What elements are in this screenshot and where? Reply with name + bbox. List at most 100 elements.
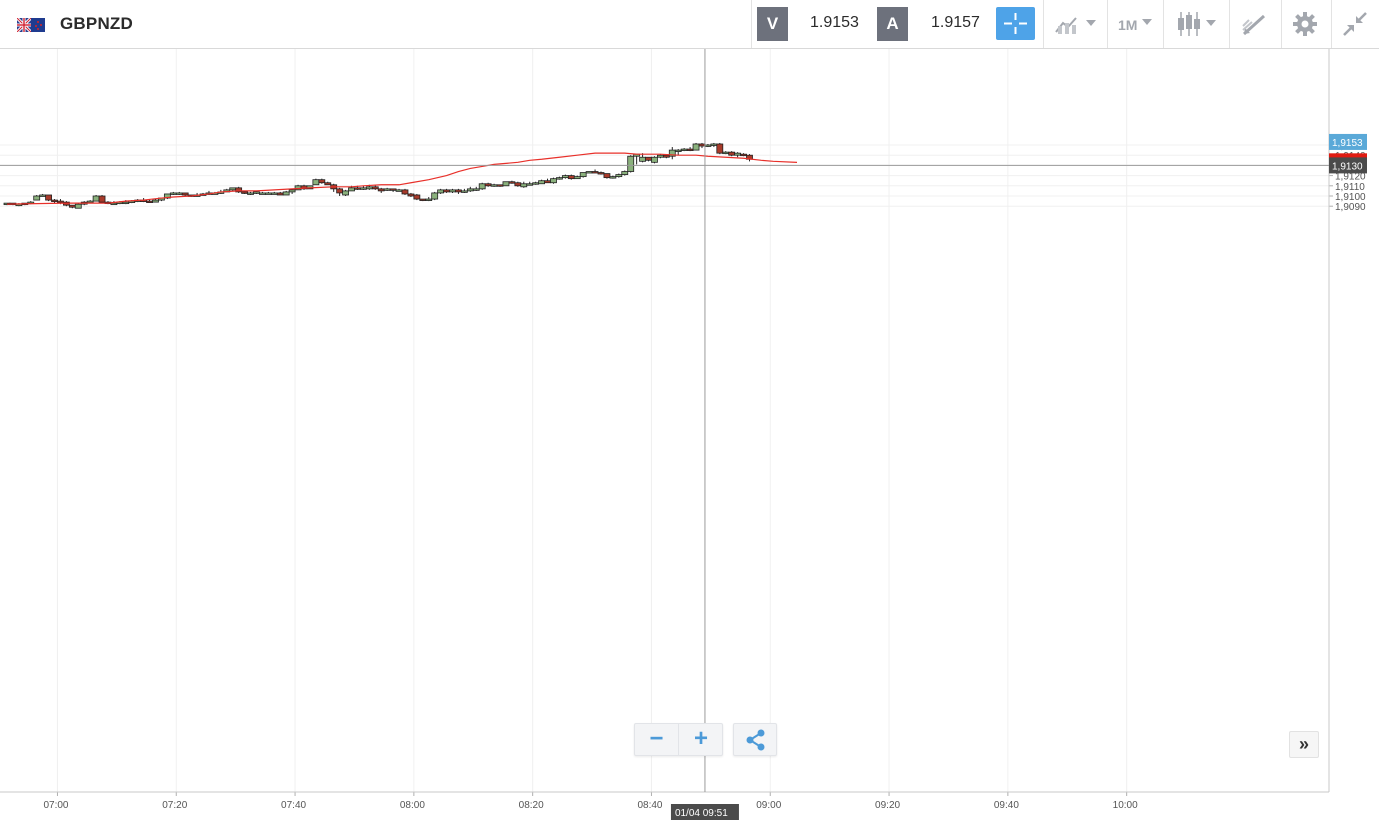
candle-up[interactable]: [259, 192, 266, 195]
candle-up[interactable]: [734, 152, 742, 156]
candle-down[interactable]: [354, 187, 361, 190]
candle-up[interactable]: [270, 192, 278, 195]
candle-up[interactable]: [247, 192, 254, 195]
candle-up[interactable]: [431, 192, 439, 200]
candle-up[interactable]: [692, 143, 700, 151]
candle-up[interactable]: [437, 189, 445, 194]
candle-down[interactable]: [597, 172, 605, 175]
candle-up[interactable]: [668, 149, 676, 157]
candle-up[interactable]: [253, 191, 260, 194]
candle-up[interactable]: [657, 154, 664, 158]
sell-price[interactable]: 1.9153: [810, 14, 859, 31]
candle-down[interactable]: [603, 173, 611, 179]
candle-down[interactable]: [68, 204, 76, 208]
candle-up[interactable]: [674, 149, 682, 152]
candle-down[interactable]: [371, 186, 379, 190]
candle-up[interactable]: [383, 188, 391, 191]
candle-down[interactable]: [740, 153, 747, 157]
candle-down[interactable]: [686, 148, 694, 151]
candle-down[interactable]: [241, 191, 249, 194]
candle-up[interactable]: [264, 192, 272, 195]
drawing-tools-button[interactable]: [1240, 10, 1268, 38]
candle-up[interactable]: [526, 183, 534, 186]
candle-up[interactable]: [520, 183, 528, 188]
candle-up[interactable]: [579, 172, 587, 178]
candle-up[interactable]: [627, 155, 635, 172]
candle-up[interactable]: [33, 195, 41, 201]
candle-up[interactable]: [609, 176, 617, 179]
candle-up[interactable]: [490, 184, 498, 187]
buy-price[interactable]: 1.9157: [931, 14, 980, 31]
candle-down[interactable]: [146, 200, 153, 204]
candle-up[interactable]: [680, 148, 688, 151]
buy-price-label[interactable]: A: [877, 7, 908, 41]
scroll-to-latest-button[interactable]: »: [1289, 731, 1319, 758]
candle-up[interactable]: [710, 143, 718, 146]
candle-down[interactable]: [276, 192, 284, 196]
candle-down[interactable]: [235, 187, 243, 193]
share-button[interactable]: [733, 723, 777, 756]
candle-down[interactable]: [698, 143, 706, 147]
candle-down[interactable]: [57, 200, 64, 204]
candle-down[interactable]: [496, 184, 504, 187]
candle-up[interactable]: [152, 199, 159, 203]
candle-up[interactable]: [704, 144, 712, 147]
candle-down[interactable]: [336, 188, 344, 194]
candle-down[interactable]: [45, 194, 52, 201]
candle-up[interactable]: [460, 190, 468, 193]
timeframe-selector[interactable]: 1M: [1118, 17, 1138, 33]
candle-down[interactable]: [508, 181, 516, 184]
candle-up[interactable]: [365, 186, 373, 190]
candle-up[interactable]: [585, 171, 593, 174]
candle-down[interactable]: [484, 183, 492, 187]
candle-up[interactable]: [229, 187, 237, 191]
candle-down[interactable]: [401, 189, 409, 195]
candle-up[interactable]: [472, 188, 480, 191]
candle-down[interactable]: [591, 171, 599, 174]
candle-down[interactable]: [455, 189, 462, 193]
candle-up[interactable]: [92, 195, 100, 202]
candle-down[interactable]: [407, 193, 415, 197]
candle-up[interactable]: [639, 156, 646, 162]
candle-down[interactable]: [324, 182, 332, 186]
candle-up[interactable]: [342, 190, 349, 196]
candle-down[interactable]: [318, 179, 326, 184]
candle-up[interactable]: [425, 198, 433, 201]
price-chart[interactable]: 1,90901,91001,91101,91201,91301,91401,91…: [0, 49, 1379, 825]
candle-up[interactable]: [288, 189, 296, 193]
settings-button[interactable]: [1291, 10, 1319, 38]
candle-down[interactable]: [51, 199, 58, 202]
candle-up[interactable]: [651, 156, 658, 163]
candle-up[interactable]: [502, 181, 510, 187]
zoom-in-button[interactable]: +: [693, 725, 708, 752]
candle-down[interactable]: [716, 143, 724, 154]
candle-up[interactable]: [538, 180, 545, 185]
candle-up[interactable]: [110, 202, 118, 206]
crosshair-button[interactable]: [996, 7, 1035, 40]
candle-up[interactable]: [621, 171, 629, 175]
candle-down[interactable]: [181, 192, 189, 196]
candle-up[interactable]: [449, 189, 456, 193]
candle-up[interactable]: [478, 183, 486, 190]
candle-up[interactable]: [74, 203, 82, 209]
candle-up[interactable]: [395, 189, 403, 192]
sell-price-label[interactable]: V: [757, 7, 788, 41]
candle-up[interactable]: [615, 174, 623, 178]
candle-down[interactable]: [645, 156, 652, 161]
candle-up[interactable]: [312, 179, 320, 186]
candle-up[interactable]: [122, 201, 130, 205]
candle-down[interactable]: [544, 180, 551, 184]
candle-down[interactable]: [728, 151, 736, 156]
candle-up[interactable]: [39, 194, 47, 197]
candle-up[interactable]: [550, 178, 557, 184]
zoom-out-button[interactable]: −: [635, 724, 679, 755]
candle-up[interactable]: [556, 177, 563, 180]
candle-down[interactable]: [389, 188, 397, 191]
candle-up[interactable]: [359, 187, 367, 190]
candle-down[interactable]: [419, 198, 427, 201]
candle-down[interactable]: [98, 195, 106, 203]
candle-up[interactable]: [86, 200, 94, 204]
candle-down[interactable]: [443, 189, 450, 193]
candle-up[interactable]: [722, 151, 730, 155]
candle-up[interactable]: [466, 188, 474, 192]
